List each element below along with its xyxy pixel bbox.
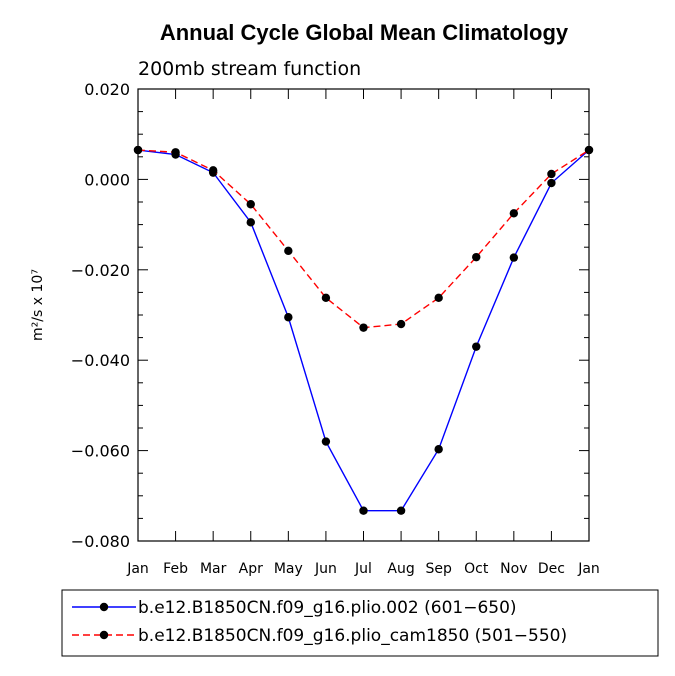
data-point (509, 253, 519, 262)
y-tick-label: −0.060 (71, 442, 130, 461)
data-point (434, 293, 443, 303)
data-point (584, 145, 594, 155)
data-point (359, 323, 368, 332)
x-tick-label: Aug (387, 561, 414, 577)
data-point (133, 145, 143, 155)
data-point (246, 200, 255, 209)
series-2 (133, 145, 594, 332)
data-point (284, 246, 293, 256)
y-tick-label: −0.020 (71, 261, 130, 280)
y-tick-label: 0.020 (84, 80, 130, 99)
data-point (321, 293, 331, 303)
x-tick-label: Nov (500, 561, 527, 577)
data-point (509, 209, 519, 218)
x-tick-label: Jun (314, 561, 337, 577)
chart-title: Annual Cycle Global Mean Climatology (160, 20, 569, 45)
x-tick-label: Jan (126, 561, 149, 577)
x-tick-label: Apr (239, 561, 263, 577)
x-tick-label: Jul (354, 561, 372, 577)
x-tick-label: Mar (200, 561, 227, 577)
data-point (472, 342, 481, 351)
data-point (246, 218, 255, 227)
x-tick-label: Jan (577, 561, 600, 577)
x-tick-label: May (274, 561, 303, 577)
legend: b.e12.B1850CN.f09_g16.plio.002 (601−650)… (61, 589, 659, 657)
x-tick-label: Dec (538, 561, 565, 577)
legend-item-1: b.e12.B1850CN.f09_g16.plio.002 (601−650) (72, 598, 517, 618)
data-point (547, 169, 556, 179)
y-tick-label: −0.040 (71, 351, 130, 370)
data-point (472, 252, 481, 262)
x-tick-label: Oct (464, 561, 489, 577)
data-point (208, 166, 218, 175)
data-point (359, 506, 368, 515)
data-point (434, 445, 443, 454)
y-tick-label: 0.000 (84, 170, 130, 189)
series-layer (133, 145, 594, 515)
data-point (171, 148, 180, 157)
data-point (396, 319, 406, 329)
y-axis-label: m²/s x 10⁷ (30, 269, 46, 341)
legend-label: b.e12.B1850CN.f09_g16.plio_cam1850 (501−… (138, 626, 567, 646)
legend-items: b.e12.B1850CN.f09_g16.plio.002 (601−650)… (72, 598, 567, 646)
data-point (547, 178, 556, 188)
chart-subtitle: 200mb stream function (138, 58, 361, 80)
legend-swatch-marker (99, 602, 109, 612)
x-tick-label: Sep (425, 561, 452, 577)
axis-tick-labels: 0.020 0.000 −0.020 −0.040 −0.060 −0.080 Jan Feb… (71, 80, 600, 577)
data-point (396, 506, 406, 515)
x-tick-label: Feb (163, 561, 188, 577)
data-point (321, 437, 331, 446)
legend-swatch-marker (99, 630, 109, 640)
legend-label: b.e12.B1850CN.f09_g16.plio.002 (601−650) (138, 598, 517, 618)
axis-ticks (137, 88, 590, 542)
legend-box (61, 589, 659, 657)
y-tick-label: −0.080 (71, 532, 130, 551)
y-axis-label-group: m²/s x 10⁷ (30, 269, 46, 341)
legend-item-2: b.e12.B1850CN.f09_g16.plio_cam1850 (501−… (72, 626, 567, 646)
data-point (284, 313, 293, 322)
